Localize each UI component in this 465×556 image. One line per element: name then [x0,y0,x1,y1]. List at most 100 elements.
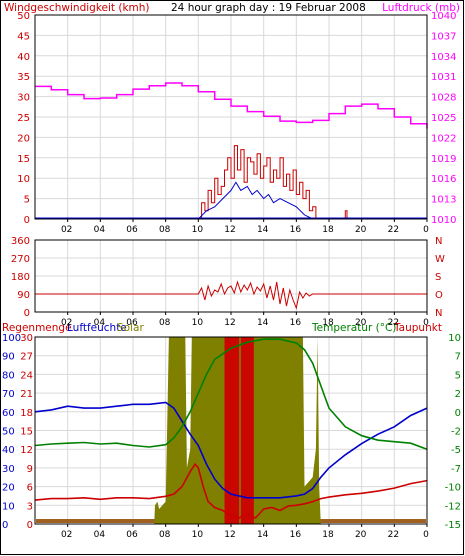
series-humidity-line [34,401,428,499]
compass-tick-2: S [435,272,441,283]
wind-tick-45: 45 [17,31,30,42]
series-wind-avg [35,181,427,220]
pressure-tick-1019: 1019 [431,154,456,165]
humidity-tick-30: 30 [2,464,15,475]
temp-tick-2: 2 [455,389,461,400]
dir-tick-180: 180 [11,272,30,283]
p2-xlabel-20: 20 [355,318,367,328]
temp-tick-10: 10 [448,333,461,344]
humidity-tick-60: 60 [2,408,15,419]
p3-xlabel-14: 14 [257,530,269,540]
compass-tick-4: N [435,236,442,247]
humidity-tick-70: 70 [2,389,15,400]
wind-tick-25: 25 [17,113,30,124]
rain-humidity-temperature-panel: 0102030405060708090100036912151821242730… [2,333,461,540]
p3-xlabel-06: 06 [126,530,138,540]
p3-xlabel-18: 18 [322,530,334,540]
temp-tick--2: -2 [451,427,461,438]
compass-tick-1: O [435,290,443,301]
p2-xlabel-04: 04 [94,318,106,328]
p1-xlabel-04: 04 [94,225,106,235]
wind-tick-10: 10 [17,174,30,185]
rain-tick-30: 30 [20,333,33,344]
wind-tick-40: 40 [17,52,30,63]
p2-xlabel-16: 16 [290,318,302,328]
dir-tick-0: 0 [24,308,30,319]
p3-xlabel-02: 02 [61,530,72,540]
rain-tick-9: 9 [27,464,33,475]
humidity-legend: Luftfeuchte [67,322,127,334]
wind-axis-label: Windgeschwindigkeit (kmh) [4,2,150,14]
humidity-tick-40: 40 [2,445,15,456]
p1-xlabel-20: 20 [355,225,367,235]
pressure-tick-1016: 1016 [431,174,456,185]
p2-xlabel-0: 0 [423,318,429,328]
rain-tick-21: 21 [20,389,33,400]
p2-xlabel-06: 06 [126,318,138,328]
p1-xlabel-14: 14 [257,225,269,235]
rain-tick-18: 18 [20,408,33,419]
p3-xlabel-12: 12 [224,530,235,540]
temp-tick--7: -7 [451,464,461,475]
rain-tick-12: 12 [20,445,33,456]
p1-xlabel-12: 12 [224,225,235,235]
humidity-tick-80: 80 [2,370,15,381]
p3-xlabel-0: 0 [423,530,429,540]
p1-xlabel-08: 08 [159,225,171,235]
pressure-tick-1025: 1025 [431,113,456,124]
p3-xlabel-04: 04 [94,530,106,540]
p1-xlabel-16: 16 [290,225,302,235]
pressure-tick-1013: 1013 [431,195,456,206]
series-wind-direction [35,280,427,310]
temperature-legend: Temperatur (°C) [311,322,396,334]
wind-tick-50: 50 [17,11,30,22]
p3-xlabel-10: 10 [192,530,204,540]
p2-xlabel-10: 10 [192,318,204,328]
rain-tick-0: 0 [27,520,33,531]
series-pressure [35,82,428,129]
dir-tick-270: 270 [11,254,30,265]
rain-tick-27: 27 [20,352,33,363]
p2-xlabel-08: 08 [159,318,171,328]
temp-tick--10: -10 [445,483,461,494]
dewpoint-legend: Taupunkt [393,322,442,334]
series-dewpoint-line [34,462,428,520]
humidity-tick-50: 50 [2,427,15,438]
wind-tick-15: 15 [17,154,30,165]
rain-tick-24: 24 [20,370,33,381]
humidity-tick-20: 20 [2,483,15,494]
temp-tick--15: -15 [445,520,461,531]
series-rain-area [35,337,427,524]
p1-xlabel-02: 02 [61,225,72,235]
temp-tick-5: 5 [455,370,461,381]
pressure-tick-1028: 1028 [431,93,456,104]
series-temperature-line [34,338,428,450]
p3-xlabel-08: 08 [159,530,171,540]
p1-xlabel-0: 0 [423,225,429,235]
p2-xlabel-18: 18 [322,318,334,328]
pressure-tick-1034: 1034 [431,52,456,63]
wind-tick-0: 0 [24,215,30,226]
rain-tick-6: 6 [27,483,33,494]
p3-xlabel-20: 20 [355,530,367,540]
wind-tick-30: 30 [17,93,30,104]
p2-xlabel-02: 02 [61,318,72,328]
p1-xlabel-22: 22 [388,225,399,235]
dir-tick-360: 360 [11,236,30,247]
dir-tick-90: 90 [17,290,30,301]
compass-tick-0: N [435,308,442,319]
chart-title: 24 hour graph day : 19 Februar 2008 [171,2,366,14]
rain-legend: Regenmenge [2,322,72,334]
rain-tick-15: 15 [20,427,33,438]
p1-xlabel-18: 18 [322,225,334,235]
p1-xlabel-06: 06 [126,225,138,235]
wind-tick-35: 35 [17,72,30,83]
wind-pressure-panel: 0510152025303540455010101013101610191022… [17,11,456,235]
p1-xlabel-10: 10 [192,225,204,235]
compass-tick-3: W [435,254,445,265]
pressure-tick-1040: 1040 [431,11,456,22]
wind-tick-20: 20 [17,133,30,144]
rain-tick-3: 3 [27,501,33,512]
